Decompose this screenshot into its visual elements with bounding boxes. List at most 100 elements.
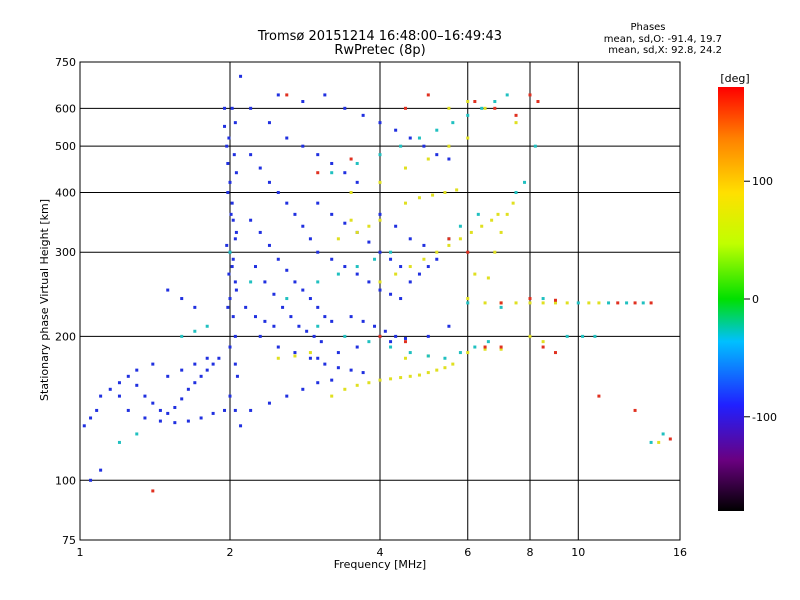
phases-heading: Phases [630, 22, 665, 33]
data-point [483, 345, 487, 349]
data-point [553, 351, 557, 355]
colorbar-tick-label: -100 [752, 411, 777, 424]
data-point [399, 297, 403, 301]
data-point [186, 387, 190, 391]
data-point [233, 121, 237, 125]
y-tick-label: 100 [55, 474, 76, 487]
data-point [276, 190, 280, 194]
data-point [301, 387, 305, 391]
data-point [267, 121, 271, 125]
data-point [483, 301, 487, 305]
data-point [553, 301, 557, 305]
data-point [389, 292, 393, 296]
data-point [258, 166, 262, 170]
data-point [151, 401, 155, 405]
data-point [447, 157, 451, 161]
data-point [193, 305, 197, 309]
data-point [408, 280, 412, 284]
data-point [422, 243, 426, 247]
data-point [389, 257, 393, 261]
data-point [389, 345, 393, 349]
data-point [435, 153, 439, 157]
data-point [258, 334, 262, 338]
data-point [422, 144, 426, 148]
data-point [499, 301, 503, 305]
data-point [403, 166, 407, 170]
data-point [649, 301, 653, 305]
data-point [394, 272, 398, 276]
data-point [389, 340, 393, 344]
data-point [158, 408, 162, 412]
y-tick-label: 400 [55, 186, 76, 199]
data-point [293, 351, 297, 355]
data-point [403, 201, 407, 205]
data-point [399, 144, 403, 148]
data-point [422, 257, 426, 261]
data-point [505, 212, 509, 216]
data-point [180, 397, 184, 401]
data-point [355, 180, 359, 184]
data-point [403, 356, 407, 360]
data-point [607, 301, 611, 305]
data-point [225, 144, 229, 148]
data-point [223, 106, 227, 110]
data-point [336, 366, 340, 370]
data-point [285, 136, 289, 140]
data-point [367, 224, 371, 228]
data-point [496, 212, 500, 216]
data-point [435, 257, 439, 261]
data-point [403, 340, 407, 344]
data-point [249, 106, 253, 110]
data-point [378, 378, 382, 382]
y-axis-label: Stationary phase Virtual Height [km] [38, 199, 51, 401]
data-point [378, 280, 382, 284]
data-point [230, 106, 234, 110]
data-point [158, 419, 162, 423]
data-point [528, 93, 532, 97]
data-point [108, 387, 112, 391]
data-point [349, 190, 353, 194]
data-point [343, 334, 347, 338]
data-point [228, 394, 232, 398]
data-point [223, 124, 227, 128]
data-point [541, 345, 545, 349]
data-point [205, 356, 209, 360]
data-point [82, 424, 86, 428]
data-point [458, 224, 462, 228]
data-point [403, 336, 407, 340]
data-point [186, 419, 190, 423]
data-point [281, 305, 285, 309]
data-point [426, 354, 430, 358]
data-point [625, 301, 629, 305]
data-point [316, 153, 320, 157]
data-point [263, 319, 267, 323]
data-point [443, 356, 447, 360]
data-point [249, 280, 253, 284]
data-point [361, 113, 365, 117]
data-point [616, 301, 620, 305]
data-point [490, 218, 494, 222]
chart-title: Tromsø 20151214 16:48:00–16:49:43 [257, 29, 502, 44]
data-point [230, 265, 234, 269]
data-point [285, 394, 289, 398]
data-point [361, 371, 365, 375]
data-point [528, 301, 532, 305]
colorbar-ticks: 100 0 -100 [744, 175, 777, 424]
data-point [239, 424, 243, 428]
x-tick-label: 10 [571, 546, 585, 559]
data-point [581, 334, 585, 338]
data-point [231, 315, 235, 319]
data-point [89, 416, 93, 420]
data-point [267, 243, 271, 247]
data-point [466, 113, 470, 117]
chart-subtitle: RwPretec (8p) [334, 43, 425, 58]
data-point [408, 237, 412, 241]
data-point [528, 334, 532, 338]
data-point [231, 218, 235, 222]
data-point [355, 383, 359, 387]
data-point [308, 351, 312, 355]
data-point [253, 265, 257, 269]
data-point [199, 416, 203, 420]
data-point [443, 366, 447, 370]
data-point [394, 224, 398, 228]
